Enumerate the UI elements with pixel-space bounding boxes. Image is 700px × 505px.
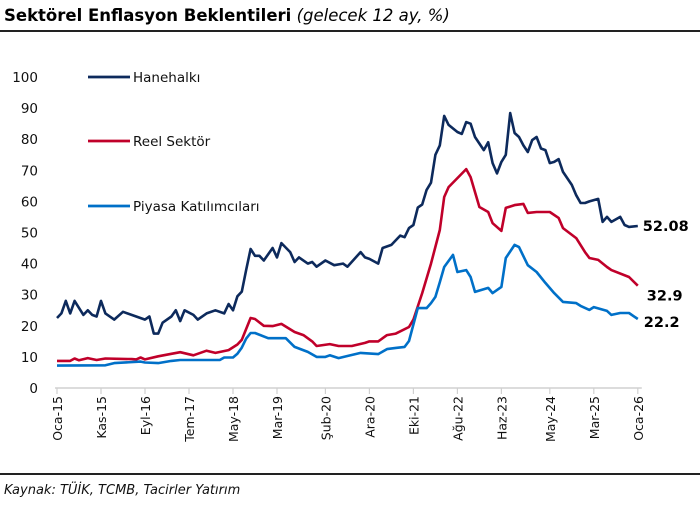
y-tick-label: 40 — [21, 257, 38, 273]
x-tick-label: May-18 — [226, 396, 241, 442]
chart-title: Sektörel Enflasyon Beklentileri (gelecek… — [4, 6, 450, 25]
footer-divider — [0, 473, 700, 475]
x-tick-label: Eyl-16 — [138, 396, 153, 435]
x-tick-label: Şub-20 — [318, 396, 333, 440]
x-tick-label: Ağu-22 — [450, 396, 465, 441]
legend-label: Hanehalkı — [133, 70, 200, 86]
y-tick-label: 30 — [21, 288, 38, 304]
chart-title-main: Sektörel Enflasyon Beklentileri — [4, 6, 292, 25]
end-value-label: 32.9 — [647, 289, 683, 305]
x-tick-label: Oca-26 — [631, 396, 646, 441]
y-tick-label: 10 — [21, 350, 38, 366]
chart-title-sub: (gelecek 12 ay, %) — [296, 6, 450, 25]
series-line-2 — [57, 167, 639, 363]
end-value-label: 22.2 — [644, 315, 680, 331]
legend-label: Reel Sektör — [133, 134, 211, 150]
y-tick-label: 100 — [12, 70, 38, 86]
y-tick-label: 60 — [21, 194, 38, 210]
x-tick-label: Oca-15 — [50, 396, 65, 441]
y-tick-label: 90 — [21, 101, 38, 117]
y-tick-label: 20 — [21, 319, 38, 335]
y-tick-label: 50 — [21, 226, 38, 242]
legend-label: Piyasa Katılımcıları — [133, 199, 260, 215]
x-tick-label: Ara-20 — [362, 396, 377, 438]
x-tick-label: Kas-15 — [94, 396, 109, 439]
end-value-label: 52.08 — [643, 219, 689, 235]
x-tick-label: May-24 — [543, 396, 558, 442]
y-tick-label: 80 — [21, 132, 38, 148]
x-tick-label: Mar-19 — [270, 396, 285, 439]
y-tick-label: 70 — [21, 163, 38, 179]
series-line-1 — [56, 111, 638, 335]
x-tick-label: Mar-25 — [587, 396, 602, 439]
x-tick-label: Eki-21 — [406, 396, 421, 435]
x-tick-label: Haz-23 — [494, 396, 509, 440]
source-note: Kaynak: TÜİK, TCMB, Tacirler Yatırım — [4, 483, 241, 498]
x-tick-label: Tem-17 — [182, 396, 197, 443]
series-line-3 — [56, 243, 639, 367]
y-tick-label: 0 — [29, 381, 38, 397]
title-divider — [0, 30, 700, 32]
